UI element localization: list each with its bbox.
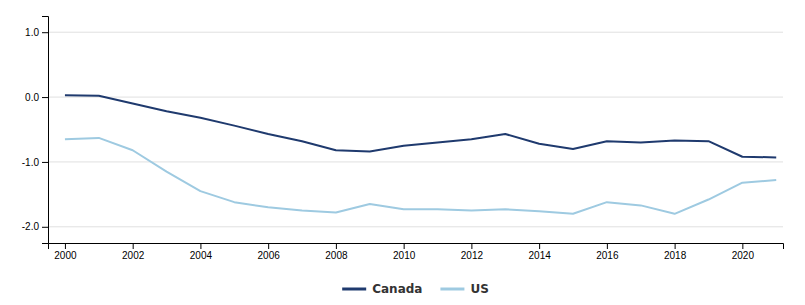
x-tick-label: 2020	[732, 250, 755, 261]
x-tick-mark	[65, 243, 66, 249]
x-tick-label: 2012	[461, 250, 484, 261]
y-tick: 1.0	[25, 27, 48, 38]
x-tick-mark	[133, 243, 134, 249]
x-tick-mark	[539, 243, 540, 249]
line	[65, 95, 776, 157]
x-tick-label: 2018	[664, 250, 687, 261]
legend: Canada US	[342, 282, 489, 296]
x-tick-label: 2006	[258, 250, 281, 261]
y-tick-mark	[42, 32, 48, 33]
x-tick-mark	[336, 243, 337, 249]
x-tick-label: 2010	[393, 250, 416, 261]
y-tick-label: 1.0	[25, 27, 39, 38]
legend-item: US	[440, 282, 488, 296]
y-tick-mark	[42, 162, 48, 163]
legend-label: US	[470, 282, 488, 296]
legend-item: Canada	[342, 282, 422, 296]
y-axis: -2.0 -1.0 0.0 1.0	[22, 17, 49, 244]
plot: 2000 2002 2004 2006 2008 2010 2012 2014 2016 2018…	[22, 17, 784, 262]
grid-line	[48, 161, 783, 162]
y-tick: -2.0	[22, 221, 48, 232]
x-tick: 2010	[393, 243, 416, 261]
grid-line	[48, 32, 783, 33]
chart: 2000 2002 2004 2006 2008 2010 2012 2014 2016 2018…	[0, 0, 805, 305]
x-tick: 2020	[732, 243, 755, 261]
x-tick-label: 2002	[122, 250, 145, 261]
x-tick: 2008	[325, 243, 348, 261]
x-tick-mark	[742, 243, 743, 249]
legend-swatch	[440, 288, 464, 291]
x-tick-label: 2004	[190, 250, 213, 261]
grid-line	[48, 97, 783, 98]
x-tick: 2000	[54, 243, 77, 261]
y-tick-mark	[42, 227, 48, 228]
x-tick: 2012	[461, 243, 484, 261]
grid	[48, 32, 783, 227]
x-tick: 2014	[529, 243, 552, 261]
line	[65, 138, 776, 214]
y-tick: 0.0	[25, 92, 48, 103]
x-tick-label: 2000	[54, 250, 77, 261]
x-tick: 2002	[122, 243, 145, 261]
y-axis-line	[42, 17, 49, 244]
x-tick-mark	[607, 243, 608, 249]
x-axis-line	[49, 244, 784, 250]
x-tick: 2018	[664, 243, 687, 261]
y-tick: -1.0	[22, 157, 48, 168]
x-axis: 2000 2002 2004 2006 2008 2010 2012 2014 2016 2018…	[49, 243, 784, 261]
legend-swatch	[342, 288, 366, 291]
x-tick-mark	[200, 243, 201, 249]
legend-label: Canada	[372, 282, 422, 296]
x-tick-mark	[675, 243, 676, 249]
x-tick: 2006	[258, 243, 281, 261]
x-tick: 2016	[596, 243, 619, 261]
x-tick-mark	[471, 243, 472, 249]
x-tick-label: 2014	[529, 250, 552, 261]
y-tick-mark	[42, 97, 48, 98]
y-tick-label: -1.0	[22, 157, 40, 168]
grid-line	[48, 226, 783, 227]
x-tick-label: 2016	[596, 250, 619, 261]
x-tick-label: 2008	[325, 250, 348, 261]
x-tick-mark	[404, 243, 405, 249]
lines	[65, 95, 776, 214]
x-tick: 2004	[190, 243, 213, 261]
y-tick-label: -2.0	[22, 221, 40, 232]
x-tick-mark	[268, 243, 269, 249]
y-tick-label: 0.0	[25, 92, 39, 103]
